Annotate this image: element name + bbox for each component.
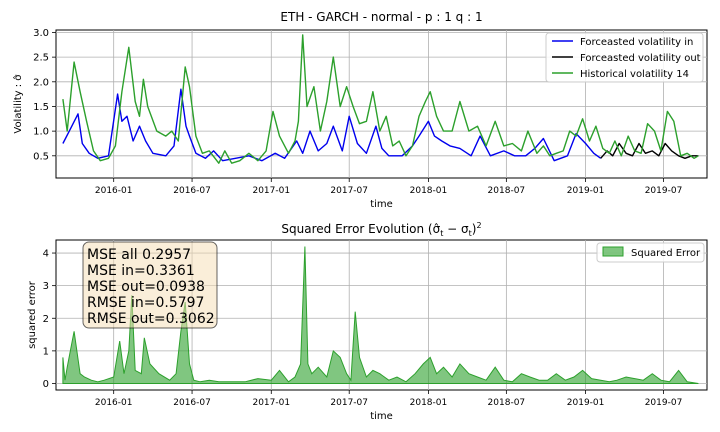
metric-rmse-in: RMSE in=0.5797 (87, 295, 204, 311)
legend-label-forecast-out: Forceasted volatility out (580, 53, 701, 64)
legend-label-historical: Historical volatility 14 (580, 69, 689, 80)
legend-label-forecast-in: Forceasted volatility in (580, 37, 693, 48)
squared-error-title: Squared Error Evolution (σ̂t − σt)2 (281, 221, 481, 238)
volatility-legend: Forceasted volatility in Forceasted vola… (545, 32, 704, 83)
x-tick-label: 2016-07 (173, 398, 211, 408)
squared-error-series (62, 246, 699, 384)
squared-error-title-main: Squared Error Evolution (σ̂ (281, 222, 440, 236)
metric-mse-all: MSE all 0.2957 (87, 247, 191, 263)
series-historical-volatility-14-line (62, 34, 699, 164)
y-tick-label: 3 (43, 281, 49, 292)
metrics-annotation-box (82, 241, 218, 329)
x-tick-label: 2019-01 (567, 186, 605, 196)
y-tick-label: 0.5 (33, 151, 49, 162)
volatility-x-label: time (370, 199, 393, 210)
x-tick-label: 2018-01 (410, 186, 448, 196)
x-tick-label: 2016-07 (173, 186, 211, 196)
y-tick-label: 2.5 (33, 53, 49, 64)
squared-error-x-label: time (370, 411, 393, 422)
metric-mse-out: MSE out=0.0938 (87, 279, 205, 295)
x-tick-label: 2017-01 (252, 398, 290, 408)
volatility-panel: 0.5 1.0 1.5 2.0 2.5 3.0 2016-01 2016-07 2017-01… (12, 10, 708, 210)
volatility-y-ticks: 0.5 1.0 1.5 2.0 2.5 3.0 (33, 28, 56, 162)
series-forceasted-volatility-out-line (600, 142, 699, 160)
volatility-legend-box (545, 32, 704, 83)
squared-error-y-ticks: 0 1 2 3 4 (43, 249, 56, 390)
squared-error-title-minus: − σ (443, 222, 469, 236)
squared-error-x-ticks: 2016-01 2016-07 2017-01 2017-07 2018-01 2018-… (95, 390, 682, 408)
volatility-title: ETH - GARCH - normal - p : 1 q : 1 (280, 10, 482, 24)
squared-error-y-label: squared error (27, 280, 38, 349)
y-tick-label: 0 (43, 379, 49, 390)
x-tick-label: 2017-07 (330, 398, 368, 408)
squared-error-title-close: ) (472, 222, 477, 236)
series-squared-error-area (62, 246, 699, 384)
volatility-y-label: Volatility : σ̂ (12, 74, 24, 134)
y-tick-label: 2.0 (33, 77, 49, 88)
squared-error-legend-box (596, 242, 705, 263)
y-tick-label: 1.5 (33, 102, 49, 113)
x-tick-label: 2017-07 (330, 186, 368, 196)
y-tick-label: 1 (43, 346, 49, 357)
metrics-annotation: MSE all 0.2957 MSE in=0.3361 MSE out=0.0… (82, 241, 218, 329)
squared-error-title-sub-t1: t (440, 229, 443, 238)
legend-label-squared-error: Squared Error (631, 248, 701, 259)
x-tick-label: 2018-07 (488, 398, 526, 408)
metric-rmse-out: RMSE out=0.3062 (87, 311, 215, 327)
metric-mse-in: MSE in=0.3361 (87, 263, 195, 279)
x-tick-label: 2016-01 (95, 398, 133, 408)
squared-error-panel: 0 1 2 3 4 2016-01 2016-07 2017-01 2017-07 2018-0… (27, 221, 708, 422)
x-tick-label: 2016-01 (95, 186, 133, 196)
y-tick-label: 3.0 (33, 28, 49, 39)
y-tick-label: 4 (43, 249, 49, 260)
squared-error-title-exp: 2 (476, 221, 481, 230)
y-tick-label: 2 (43, 314, 49, 325)
y-tick-label: 1.0 (33, 127, 49, 138)
volatility-series (62, 34, 699, 164)
x-tick-label: 2019-01 (567, 398, 605, 408)
squared-error-legend: Squared Error (596, 242, 705, 263)
series-forceasted-volatility-in-line (62, 88, 602, 162)
x-tick-label: 2017-01 (252, 186, 290, 196)
x-tick-label: 2018-07 (488, 186, 526, 196)
legend-swatch-squared-error (602, 246, 624, 257)
squared-error-title-sub-t2: t (469, 229, 472, 238)
x-tick-label: 2019-07 (645, 398, 683, 408)
volatility-x-ticks: 2016-01 2016-07 2017-01 2017-07 2018-01 2018-… (95, 178, 682, 196)
x-tick-label: 2018-01 (410, 398, 448, 408)
x-tick-label: 2019-07 (645, 186, 683, 196)
